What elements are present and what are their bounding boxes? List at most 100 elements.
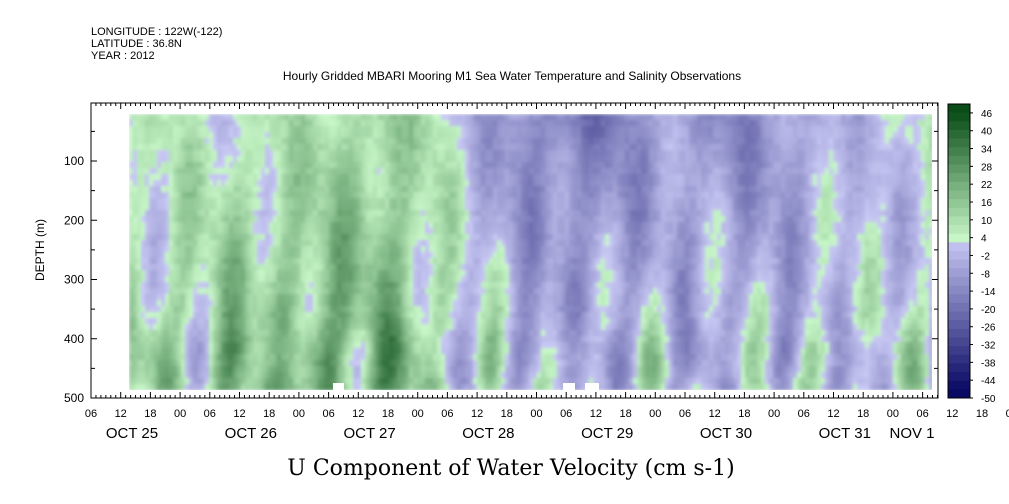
heat-cell xyxy=(197,198,202,205)
heat-cell xyxy=(541,174,546,181)
heat-cell xyxy=(461,354,466,361)
heat-cell xyxy=(257,384,262,390)
heat-cell xyxy=(153,294,158,301)
heat-cell xyxy=(493,114,498,121)
heat-cell xyxy=(249,324,254,331)
heat-cell xyxy=(409,234,414,241)
heat-cell xyxy=(261,306,266,313)
heat-cell xyxy=(377,378,382,385)
heat-cell xyxy=(321,198,326,205)
heat-cell xyxy=(205,372,210,379)
heat-cell xyxy=(409,330,414,337)
heat-cell xyxy=(441,144,446,151)
heat-cell xyxy=(321,192,326,199)
heat-cell xyxy=(309,228,314,235)
heat-cell xyxy=(469,192,474,199)
heat-cell xyxy=(525,234,530,241)
heat-cell xyxy=(257,216,262,223)
heat-cell xyxy=(153,132,158,139)
heat-cell xyxy=(385,216,390,223)
heat-cell xyxy=(361,126,366,133)
heat-cell xyxy=(317,360,322,367)
heat-cell xyxy=(365,366,370,373)
heat-cell xyxy=(481,156,486,163)
heat-cell xyxy=(181,372,186,379)
heat-cell xyxy=(509,378,514,385)
heat-cell xyxy=(365,264,370,271)
heat-cell xyxy=(477,174,482,181)
heat-cell xyxy=(221,288,226,295)
heat-cell xyxy=(517,258,522,265)
heat-cell xyxy=(129,288,134,295)
heat-cell xyxy=(165,300,170,307)
heat-cell xyxy=(301,174,306,181)
heat-cell xyxy=(517,348,522,355)
heat-cell xyxy=(317,150,322,157)
heat-cell xyxy=(137,318,142,325)
heat-cell xyxy=(377,162,382,169)
heat-cell xyxy=(385,162,390,169)
heat-cell xyxy=(273,252,278,259)
heat-cell xyxy=(349,216,354,223)
heat-cell xyxy=(325,378,330,385)
heat-cell xyxy=(165,258,170,265)
heat-cell xyxy=(461,240,466,247)
heat-cell xyxy=(313,180,318,187)
heat-cell xyxy=(277,354,282,361)
heat-cell xyxy=(393,192,398,199)
heat-cell xyxy=(293,150,298,157)
heat-cell xyxy=(313,270,318,277)
heat-cell xyxy=(413,294,418,301)
heat-cell xyxy=(145,198,150,205)
heat-cell xyxy=(553,372,558,379)
heat-cell xyxy=(525,282,530,289)
heat-cell xyxy=(317,270,322,277)
heat-cell xyxy=(521,228,526,235)
heat-cell xyxy=(261,342,266,349)
heat-cell xyxy=(381,126,386,133)
heat-cell xyxy=(505,240,510,247)
heat-cell xyxy=(481,378,486,385)
heat-cell xyxy=(173,312,178,319)
heat-cell xyxy=(417,156,422,163)
heatmap-field xyxy=(129,114,932,390)
heat-cell xyxy=(297,174,302,181)
heat-cell xyxy=(421,306,426,313)
heat-cell xyxy=(525,294,530,301)
heat-cell xyxy=(421,240,426,247)
heat-cell xyxy=(209,120,214,127)
heat-cell xyxy=(237,204,242,211)
heat-cell xyxy=(373,210,378,217)
heat-cell xyxy=(237,348,242,355)
heat-cell xyxy=(141,150,146,157)
heat-cell xyxy=(277,270,282,277)
heat-cell xyxy=(329,222,334,229)
heat-cell xyxy=(513,246,518,253)
heat-cell xyxy=(521,288,526,295)
heat-cell xyxy=(357,282,362,289)
heat-cell xyxy=(381,342,386,349)
heat-cell xyxy=(129,162,134,169)
heat-cell xyxy=(353,336,358,343)
heat-cell xyxy=(233,222,238,229)
heat-cell xyxy=(149,162,154,169)
heat-cell xyxy=(557,192,562,199)
heat-cell xyxy=(297,306,302,313)
heat-cell xyxy=(245,132,250,139)
heat-cell xyxy=(557,138,562,145)
heat-cell xyxy=(141,354,146,361)
heat-cell xyxy=(301,144,306,151)
heat-cell xyxy=(273,186,278,193)
heat-cell xyxy=(305,264,310,271)
heat-cell xyxy=(509,336,514,343)
heat-cell xyxy=(521,192,526,199)
heat-cell xyxy=(265,372,270,379)
heat-cell xyxy=(445,186,450,193)
heat-cell xyxy=(169,264,174,271)
heat-cell xyxy=(345,132,350,139)
heat-cell xyxy=(541,282,546,289)
heat-cell xyxy=(317,198,322,205)
heat-cell xyxy=(249,114,254,121)
heat-cell xyxy=(253,174,258,181)
heat-cell xyxy=(189,378,194,385)
